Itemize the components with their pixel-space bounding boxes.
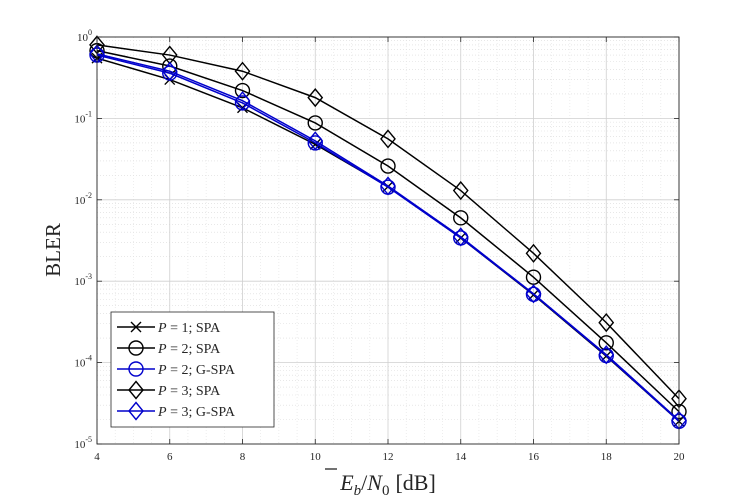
y-tick-label: 10-1 [74, 109, 92, 125]
series-layer [89, 35, 687, 430]
x-label-e: E [339, 470, 354, 495]
x-axis-label: Eb/N0 [dB] [339, 470, 436, 499]
x-tick-label: 6 [167, 451, 173, 463]
y-tick-label: 10-4 [74, 354, 92, 370]
y-tick-label: 100 [77, 28, 92, 44]
y-tick-exponent: -2 [85, 191, 92, 200]
diamond-marker [598, 313, 615, 333]
diamond-marker [380, 129, 396, 149]
legend-text: = 2; SPA [167, 342, 222, 357]
diamond-marker [525, 284, 542, 304]
legend-var: P [157, 342, 167, 357]
x-label-slash: / [361, 470, 368, 495]
y-tick-base: 10 [77, 32, 89, 44]
x-tick-label: 14 [455, 451, 467, 463]
diamond-marker [452, 227, 469, 247]
series-line [96, 49, 680, 413]
circle-marker [525, 269, 542, 285]
x-tick-label: 16 [528, 451, 540, 463]
diamond-marker [598, 345, 615, 365]
legend-var: P [157, 363, 167, 378]
y-tick-exponent: 0 [88, 28, 92, 37]
legend-entry: P = 2; SPA [117, 340, 221, 357]
legend-entry: P = 3; G-SPA [117, 401, 236, 421]
series-line [96, 44, 680, 400]
y-tick-base: 10 [74, 358, 86, 370]
x-label-b: b [354, 483, 362, 499]
legend-var: P [157, 321, 167, 336]
x-tick-label: 10 [310, 451, 322, 463]
legend-label: P = 1; SPA [157, 321, 221, 336]
series-5 [89, 44, 687, 430]
legend-entry: P = 1; SPA [117, 321, 221, 336]
axes [96, 36, 680, 445]
diamond-marker [234, 61, 251, 81]
circle-marker [128, 361, 144, 377]
diamond-marker [307, 88, 324, 108]
legend-label: P = 3; G-SPA [157, 405, 236, 420]
x-label-zero: 0 [382, 483, 390, 499]
y-tick-base: 10 [74, 113, 86, 125]
legend-text: = 1; SPA [167, 321, 222, 336]
y-axis-label: BLER [41, 223, 65, 277]
circle-marker [453, 210, 469, 226]
legend-entry: P = 2; G-SPA [117, 361, 236, 378]
legend-var: P [157, 384, 167, 399]
diamond-marker [161, 61, 178, 81]
diamond-marker [307, 131, 324, 151]
legend-entry: P = 3; SPA [117, 380, 221, 400]
x-tick-label: 12 [383, 451, 394, 463]
y-tick-label: 10-2 [74, 191, 92, 207]
x-tick-label: 20 [674, 451, 686, 463]
diamond-marker [128, 401, 144, 421]
x-tick-label: 4 [94, 451, 100, 463]
circle-marker [128, 340, 144, 356]
diamond-marker [234, 91, 251, 111]
legend-text: = 2; G-SPA [167, 363, 236, 378]
x-tick-label: 18 [601, 451, 613, 463]
y-tick-label: 10-3 [74, 272, 92, 288]
y-tick-exponent: -5 [85, 435, 92, 444]
y-tick-exponent: -1 [85, 109, 92, 118]
y-tick-exponent: -3 [85, 272, 92, 281]
circle-marker [598, 335, 614, 351]
x-label-unit: [dB] [395, 470, 435, 495]
x-label-n: N [366, 470, 383, 495]
legend-label: P = 2; SPA [157, 342, 221, 357]
x-marker [130, 321, 142, 333]
circle-marker [234, 82, 251, 99]
y-tick-base: 10 [74, 195, 86, 207]
legend-var: P [157, 405, 167, 420]
diamond-marker [525, 243, 542, 263]
circle-marker [380, 158, 396, 174]
y-tick-exponent: -4 [85, 354, 92, 363]
x-tick-label: 8 [240, 451, 246, 463]
y-tick-label: 10-5 [74, 435, 92, 451]
legend-text: = 3; G-SPA [167, 405, 236, 420]
y-tick-base: 10 [74, 439, 86, 451]
legend-label: P = 2; G-SPA [157, 363, 236, 378]
legend-label: P = 3; SPA [157, 384, 221, 399]
legend-text: = 3; SPA [167, 384, 222, 399]
diamond-marker [452, 180, 469, 201]
diamond-marker [128, 380, 144, 400]
y-tick-base: 10 [74, 276, 86, 288]
circle-marker [307, 115, 323, 131]
diamond-marker [380, 176, 396, 196]
series-line [96, 53, 680, 421]
